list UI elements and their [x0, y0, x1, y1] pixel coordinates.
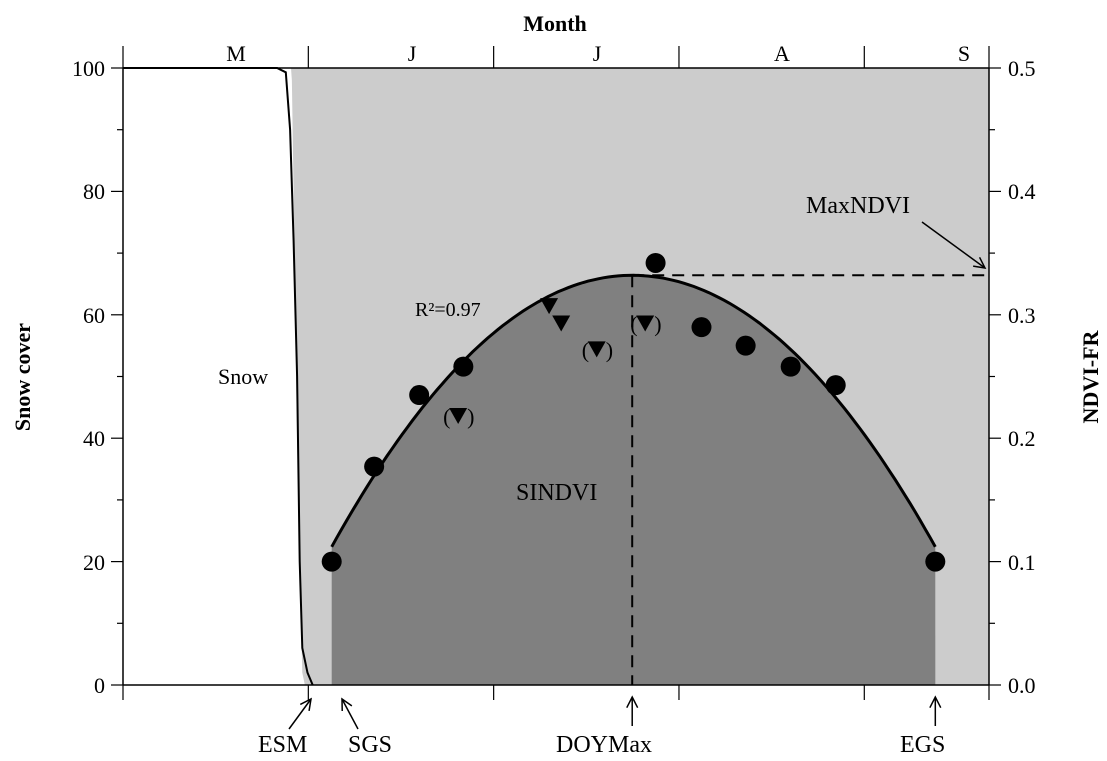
annotation-arrows: [288, 221, 987, 730]
sgs-label: SGS: [348, 732, 392, 758]
bracket-right: ): [467, 404, 474, 429]
ndvi-triangle: [587, 341, 606, 358]
bracket-left: (: [582, 337, 589, 362]
right-tick-0.1: 0.1: [1008, 550, 1036, 575]
left-tick-100: 100: [72, 56, 105, 81]
ndvi-point: [825, 375, 846, 396]
egs-arrow-head: [929, 695, 942, 709]
ndvi-triangle: [552, 315, 571, 332]
bracket-left: (: [630, 311, 637, 336]
maxndvi-arrow-head: [973, 256, 987, 269]
ndvi-point: [925, 551, 946, 572]
doymax-arrow-head: [626, 695, 639, 709]
snow-label: Snow: [218, 364, 268, 389]
right-tick-0: 0.0: [1008, 673, 1036, 698]
maxndvi-label: MaxNDVI: [806, 193, 910, 219]
month-label-sep: S: [958, 41, 970, 66]
esm-label: ESM: [258, 732, 307, 758]
egs-label: EGS: [900, 732, 945, 758]
right-tick-0.3: 0.3: [1008, 303, 1036, 328]
ndvi-point: [453, 356, 474, 377]
ndvi-point: [691, 317, 712, 338]
left-tick-80: 80: [83, 179, 105, 204]
ndvi-point: [321, 551, 342, 572]
esm-arrow: [288, 698, 312, 730]
left-tick-0: 0: [94, 673, 105, 698]
ndvi-point: [409, 385, 430, 406]
fit-r2-label: R²=0.97: [415, 299, 481, 321]
top-axis-title: Month: [523, 11, 587, 36]
doymax-label: DOYMax: [556, 732, 652, 758]
month-label-jun: J: [408, 41, 417, 66]
ndvi-triangle: [540, 298, 559, 315]
left-axis-title: Snow cover: [10, 323, 35, 431]
right-tick-0.4: 0.4: [1008, 179, 1036, 204]
maxndvi-arrow: [921, 221, 986, 269]
right-tick-0.5: 0.5: [1008, 56, 1036, 81]
ndvi-point: [645, 252, 666, 273]
ndvi-triangle: [449, 407, 468, 424]
axis-ticks: [111, 46, 1001, 700]
bracket-right: ): [606, 337, 613, 362]
month-label-aug: A: [774, 41, 790, 66]
snow-cover-curve: [123, 67, 314, 686]
bracket-left: (: [443, 404, 450, 429]
ndvi-triangles: () () (): [443, 298, 662, 429]
right-axis-title: NDVI-FR: [1078, 329, 1103, 423]
sindvi-label: SINDVI: [516, 480, 597, 506]
right-tick-0.2: 0.2: [1008, 426, 1036, 451]
sindvi-area: [331, 275, 936, 685]
ndvi-point: [735, 335, 756, 356]
left-tick-20: 20: [83, 550, 105, 575]
ndvi-points: [321, 252, 946, 572]
ndvi-triangle: [636, 315, 655, 332]
sgs-arrow: [341, 698, 359, 730]
left-tick-60: 60: [83, 303, 105, 328]
bracket-right: ): [654, 311, 661, 336]
sgs-arrow-head: [341, 697, 353, 712]
month-label-jul: J: [593, 41, 602, 66]
left-tick-40: 40: [83, 426, 105, 451]
month-label-may: M: [226, 41, 246, 66]
ndvi-point: [780, 356, 801, 377]
ndvi-point: [364, 456, 385, 477]
esm-arrow-head: [299, 697, 312, 711]
